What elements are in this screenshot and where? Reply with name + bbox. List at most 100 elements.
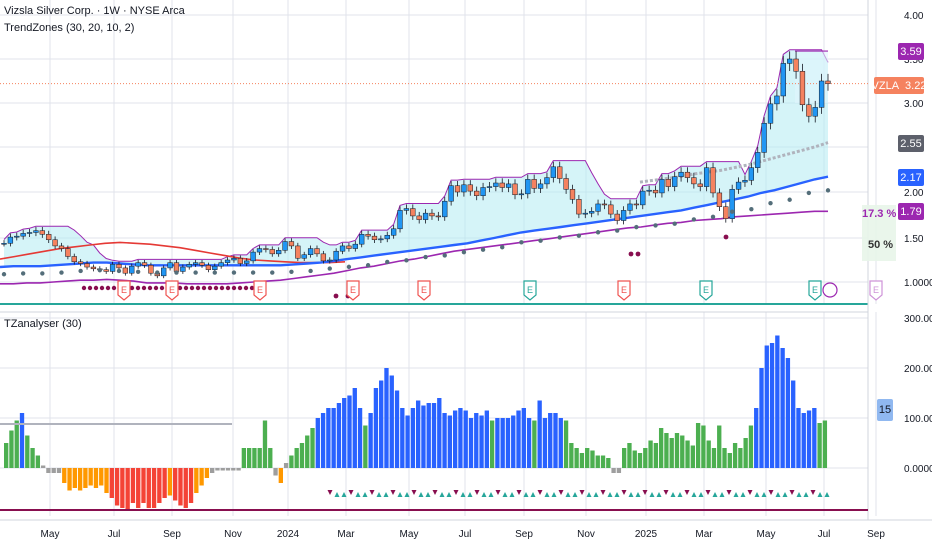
sell-dot [135, 285, 141, 291]
earnings-marker [117, 280, 131, 301]
candle [282, 241, 288, 251]
sub-bar [706, 440, 711, 468]
sub-bar [421, 405, 426, 468]
signal-triangle [628, 492, 634, 497]
sub-bar [458, 408, 463, 468]
sub-bar [141, 468, 146, 503]
sub-bar [600, 455, 606, 468]
signal-triangle [607, 492, 613, 497]
sell-dot [189, 285, 195, 291]
sub-bar [331, 408, 336, 468]
candle [448, 185, 454, 202]
sub-bar [817, 423, 822, 468]
candle [167, 262, 173, 269]
sub-bar [548, 413, 553, 468]
sub-bar [648, 440, 653, 468]
earnings-marker [523, 280, 537, 301]
signal-dot [20, 271, 26, 276]
sub-bar [542, 418, 548, 468]
sub-bar [695, 423, 701, 468]
sub-bar [632, 450, 637, 468]
zone-pct-box [862, 205, 896, 261]
sub-bar [743, 438, 748, 468]
candle [544, 177, 550, 185]
candle [799, 71, 806, 106]
signal-triangle [439, 492, 445, 497]
candle [148, 265, 154, 274]
sell-dot [201, 285, 207, 291]
signal-dot [557, 235, 562, 240]
sub-bar [56, 468, 62, 473]
candle [90, 266, 97, 270]
earnings-marker [808, 280, 822, 301]
sub-bar [352, 388, 357, 468]
candle [20, 233, 26, 237]
signal-triangle [642, 490, 648, 495]
sub-bar [812, 408, 817, 468]
price-tick: 2.00 [904, 188, 924, 199]
candle [512, 183, 518, 196]
sell-dot [93, 285, 99, 291]
sell-dot [723, 234, 729, 240]
sub-bar [791, 380, 796, 468]
sub-tick: 200.00 [904, 364, 932, 375]
candle [461, 184, 467, 193]
sub-bar [569, 443, 574, 468]
time-tick: Sep [163, 529, 181, 540]
sub-bar [305, 435, 310, 468]
signal-triangle [418, 492, 424, 497]
candle [1, 243, 7, 245]
candle [774, 95, 780, 105]
candle [550, 166, 556, 178]
price-zones [0, 49, 896, 267]
signal-triangle [334, 492, 340, 497]
sub-bar [273, 468, 278, 476]
sub-bar [19, 413, 25, 468]
sell-dot [147, 285, 153, 291]
signal-triangle [544, 492, 550, 497]
sub-bar [495, 418, 500, 468]
sub-bar [701, 425, 706, 468]
sub-bar [674, 433, 680, 468]
earnings-label: E [703, 285, 709, 295]
sub-bar [151, 468, 157, 508]
sub-bar [511, 415, 516, 468]
sell-dot [159, 285, 165, 291]
split-marker [822, 282, 838, 298]
signal-dot [768, 200, 773, 206]
signal-triangle [621, 490, 627, 495]
earnings-label: E [421, 285, 427, 295]
sub-bar [289, 455, 294, 468]
sub-bar [146, 468, 151, 508]
candle [314, 248, 320, 255]
sell-dot [153, 285, 159, 291]
sub-bar [104, 468, 109, 493]
signal-dot [423, 254, 428, 260]
time-tick: 2024 [277, 529, 300, 540]
signal-triangle [369, 490, 375, 495]
time-tick: Jul [459, 529, 472, 540]
candle [454, 185, 461, 193]
sub-bar [199, 468, 204, 486]
candle [627, 203, 633, 211]
time-tick: Jul [108, 529, 121, 540]
sub-bar [83, 468, 88, 488]
sub-bar [188, 468, 194, 503]
candle [620, 210, 627, 221]
sub-bar [590, 450, 595, 468]
sub-bar [379, 380, 384, 468]
signal-dot [825, 188, 831, 193]
candle [212, 265, 218, 270]
signal-dot [327, 266, 332, 271]
signal-triangle [789, 490, 795, 495]
candle [525, 179, 531, 195]
candle [327, 259, 333, 262]
sub-bar [183, 468, 188, 508]
candle [748, 167, 754, 181]
signal-dot [365, 263, 371, 268]
signal-dot [193, 270, 198, 275]
time-tick: May [400, 529, 419, 540]
sub-bar [516, 410, 521, 468]
sub-bar [431, 403, 437, 468]
sub-bar [653, 443, 659, 468]
